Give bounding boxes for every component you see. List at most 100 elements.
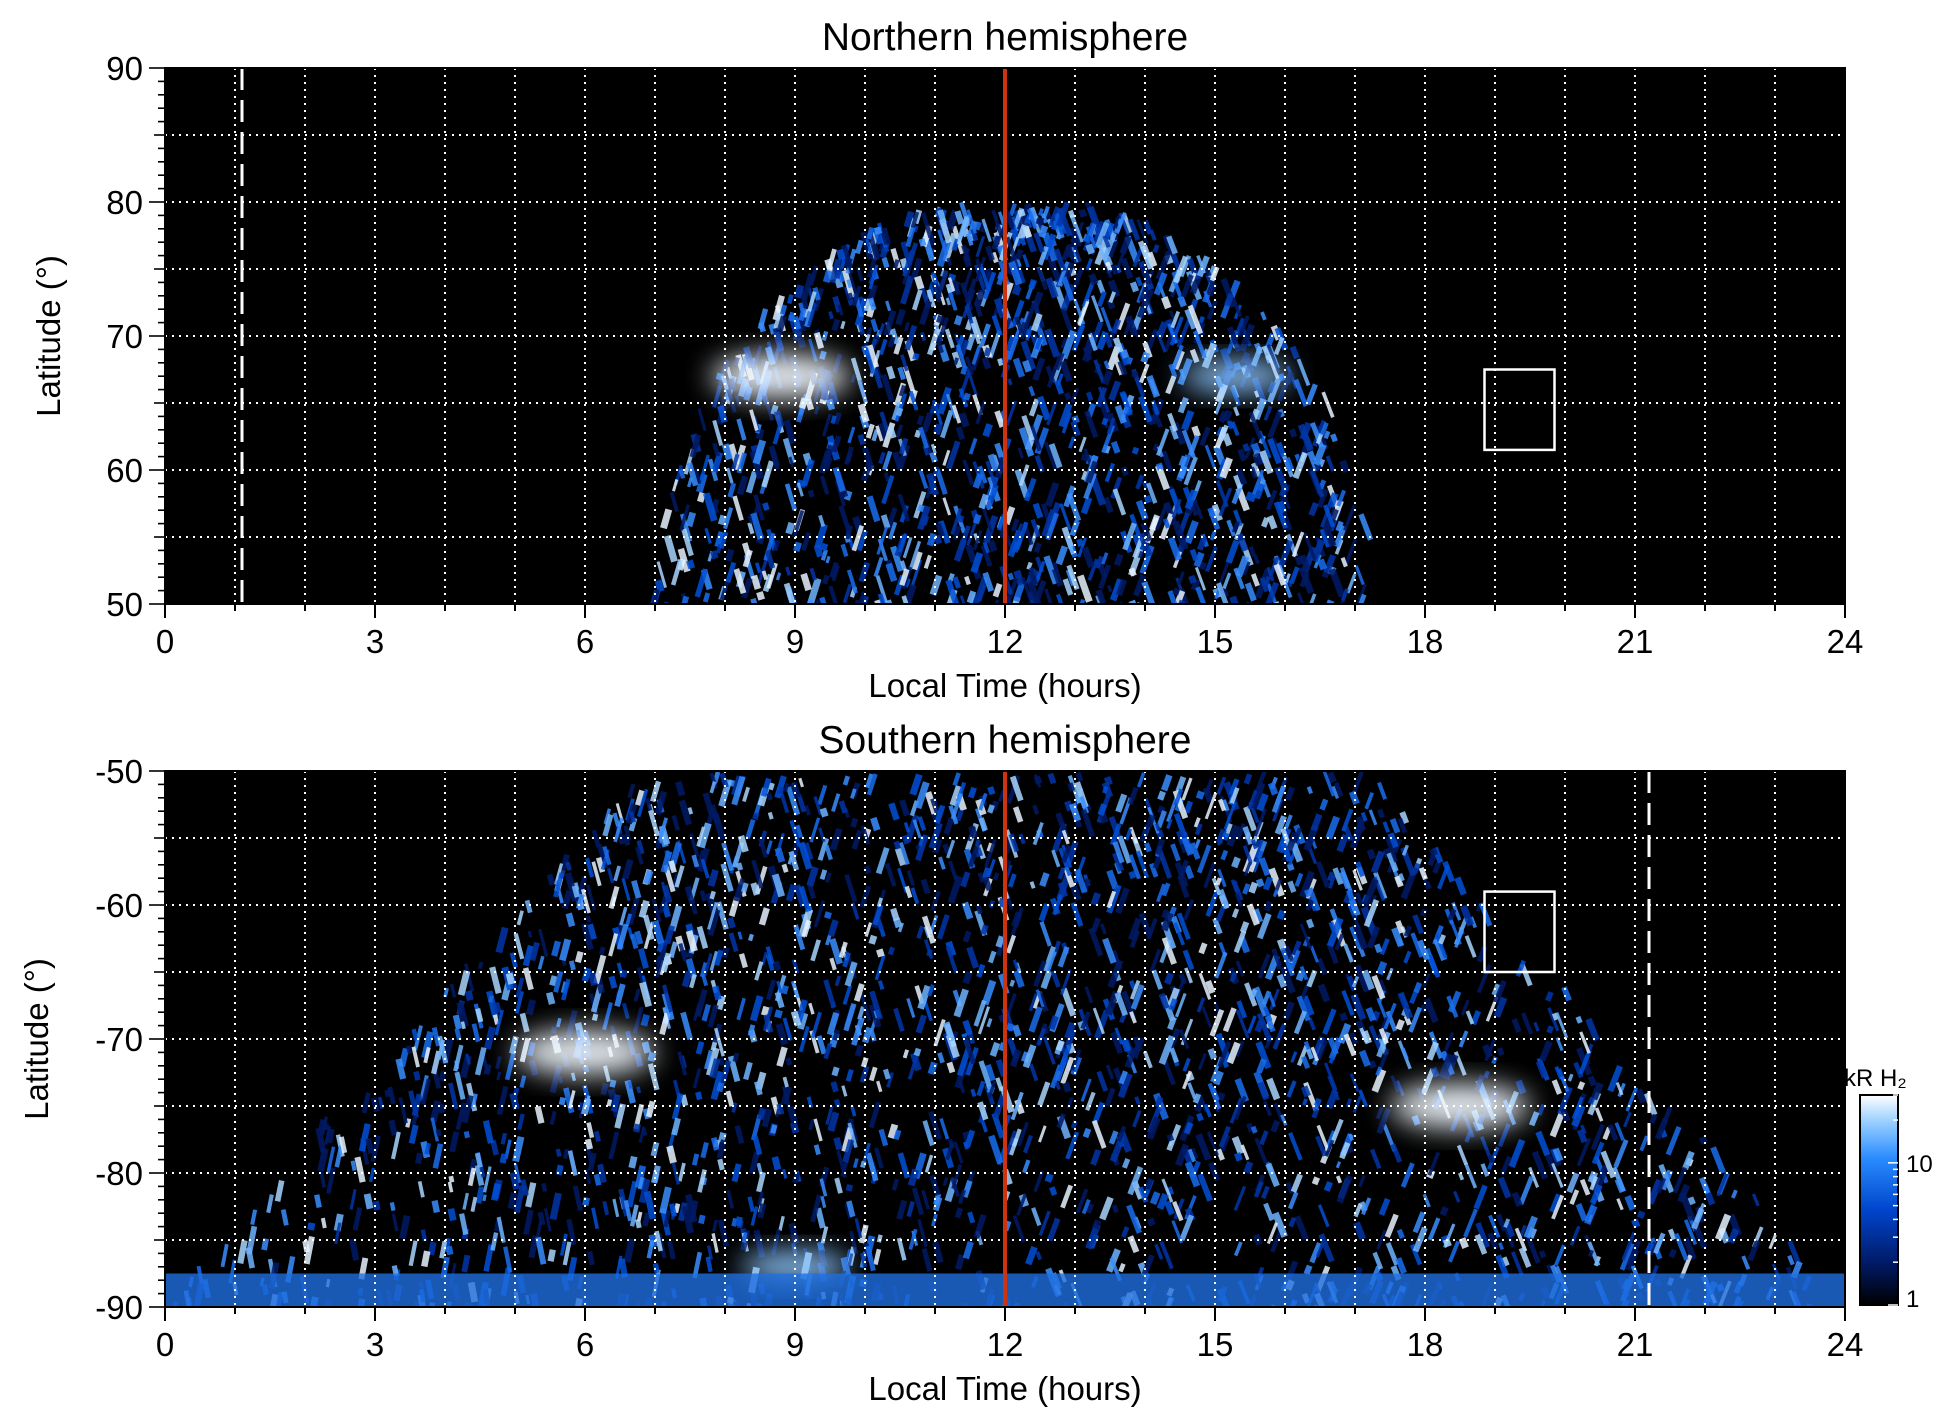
- emission-streak: [1607, 1123, 1619, 1141]
- emission-streak: [734, 1216, 743, 1227]
- emission-streak: [654, 790, 668, 816]
- emission-streak: [1214, 399, 1223, 415]
- emission-streak: [1714, 1213, 1732, 1241]
- emission-streak: [978, 792, 988, 811]
- emission-streak: [873, 1248, 882, 1266]
- emission-streak: [859, 885, 872, 908]
- emission-streak: [975, 399, 987, 425]
- emission-streak: [1225, 539, 1240, 564]
- emission-streak: [1044, 481, 1060, 508]
- emission-streak: [876, 526, 889, 555]
- emission-streak: [1394, 875, 1404, 888]
- emission-streak: [1551, 1079, 1563, 1095]
- emission-streak: [623, 1199, 633, 1222]
- emission-streak: [1253, 555, 1260, 565]
- emission-streak: [828, 311, 834, 320]
- emission-streak: [1448, 1240, 1460, 1263]
- emission-streak: [1340, 557, 1348, 568]
- emission-streak: [982, 571, 995, 592]
- emission-streak: [1345, 1098, 1353, 1108]
- emission-streak: [470, 1093, 478, 1110]
- emission-streak: [897, 532, 908, 553]
- emission-streak: [1184, 1161, 1201, 1188]
- emission-streak: [734, 1125, 745, 1145]
- emission-streak: [1242, 442, 1250, 452]
- emission-streak: [1253, 1181, 1264, 1198]
- emission-streak: [1044, 588, 1053, 604]
- emission-streak: [1258, 473, 1272, 498]
- emission-streak: [752, 439, 767, 465]
- emission-streak: [1004, 212, 1015, 229]
- emission-streak: [1130, 370, 1139, 379]
- emission-streak: [782, 1017, 793, 1042]
- emission-streak: [1546, 1025, 1554, 1034]
- emission-streak: [1219, 457, 1233, 479]
- emission-streak: [1223, 801, 1237, 830]
- emission-streak: [709, 890, 716, 900]
- emission-streak: [1180, 274, 1194, 298]
- emission-streak: [958, 387, 969, 408]
- emission-streak: [860, 1252, 868, 1268]
- emission-streak: [1614, 1177, 1627, 1194]
- emission-streak: [781, 863, 789, 873]
- emission-streak: [1120, 466, 1129, 477]
- y-axis-label: Latitude (°): [18, 958, 55, 1120]
- emission-streak: [1152, 855, 1162, 870]
- emission-streak: [783, 419, 797, 445]
- emission-streak: [591, 1207, 600, 1230]
- emission-streak: [391, 1213, 399, 1232]
- emission-streak: [898, 437, 909, 455]
- emission-streak: [1576, 1128, 1588, 1144]
- emission-streak: [846, 279, 853, 289]
- emission-streak: [334, 1222, 342, 1245]
- emission-streak: [681, 528, 694, 557]
- emission-streak: [753, 1229, 766, 1258]
- emission-streak: [642, 914, 655, 941]
- emission-streak: [807, 489, 815, 498]
- emission-streak: [707, 908, 721, 937]
- emission-streak: [792, 509, 805, 538]
- emission-streak: [991, 209, 1004, 237]
- emission-streak: [635, 789, 645, 807]
- emission-streak: [842, 952, 851, 968]
- emission-streak: [370, 1135, 381, 1163]
- emission-streak: [1346, 573, 1357, 594]
- emission-streak: [1242, 845, 1254, 866]
- emission-streak: [549, 975, 558, 987]
- emission-streak: [457, 970, 471, 996]
- emission-streak: [1155, 829, 1165, 839]
- emission-streak: [953, 1141, 964, 1164]
- emission-streak: [1136, 772, 1146, 788]
- emission-streak: [1183, 456, 1198, 486]
- emission-streak: [614, 1103, 626, 1129]
- emission-streak: [862, 1026, 873, 1044]
- emission-streak: [707, 1004, 719, 1028]
- emission-streak: [1552, 1147, 1564, 1162]
- emission-streak: [1168, 998, 1178, 1011]
- emission-streak: [920, 878, 931, 895]
- emission-streak: [915, 834, 929, 862]
- emission-streak: [1227, 326, 1242, 353]
- emission-streak: [814, 405, 820, 415]
- emission-streak: [1165, 375, 1177, 395]
- emission-streak: [802, 308, 811, 319]
- emission-streak: [651, 898, 662, 923]
- emission-streak: [827, 1111, 840, 1132]
- emission-streak: [659, 1186, 672, 1215]
- emission-streak: [778, 787, 785, 795]
- emission-streak: [1022, 254, 1030, 268]
- emission-streak: [1019, 237, 1027, 246]
- emission-streak: [1187, 1148, 1197, 1163]
- emission-streak: [693, 438, 701, 449]
- emission-streak: [1335, 1175, 1343, 1184]
- emission-streak: [1235, 1040, 1245, 1058]
- emission-streak: [930, 281, 941, 303]
- emission-streak: [926, 532, 937, 547]
- emission-streak: [1116, 1125, 1127, 1143]
- emission-streak: [567, 1150, 578, 1176]
- emission-streak: [945, 1142, 955, 1161]
- emission-streak: [774, 847, 786, 863]
- emission-streak: [1101, 370, 1113, 386]
- emission-streak: [512, 1135, 525, 1163]
- emission-streak: [937, 229, 948, 256]
